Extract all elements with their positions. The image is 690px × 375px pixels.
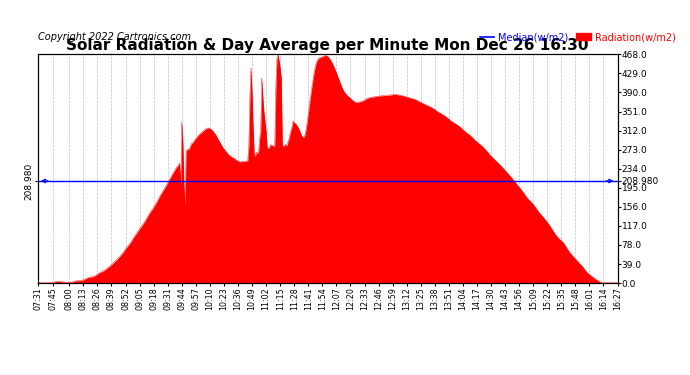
Legend: Median(w/m2), Radiation(w/m2): Median(w/m2), Radiation(w/m2) — [475, 28, 680, 46]
Text: Copyright 2022 Cartronics.com: Copyright 2022 Cartronics.com — [38, 32, 191, 42]
Title: Solar Radiation & Day Average per Minute Mon Dec 26 16:30: Solar Radiation & Day Average per Minute… — [66, 38, 589, 53]
